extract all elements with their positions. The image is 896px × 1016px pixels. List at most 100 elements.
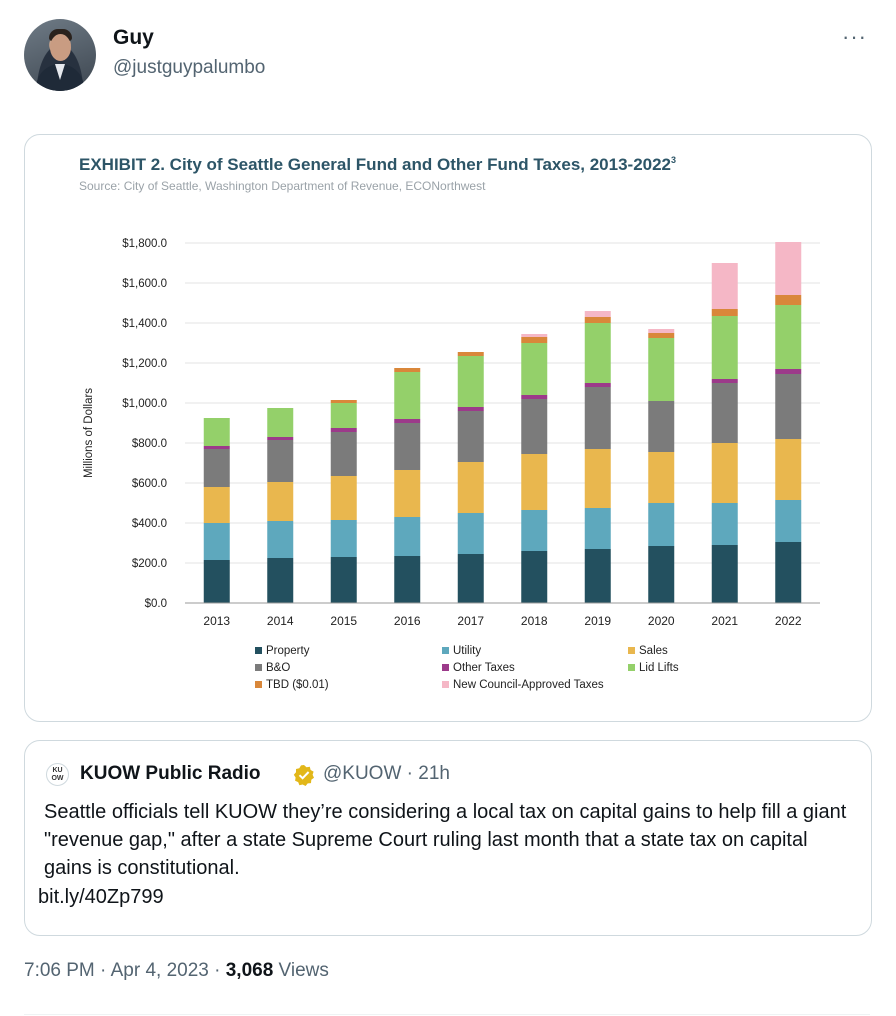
bar-2020-utility xyxy=(648,503,675,546)
bar-2019-tbd-0-01- xyxy=(584,317,611,323)
bar-2019-b-o xyxy=(584,387,611,449)
bar-2022-utility xyxy=(775,500,802,542)
legend-swatch xyxy=(628,664,635,671)
bar-2021-tbd-0-01- xyxy=(711,309,738,316)
bar-2013-other-taxes xyxy=(203,446,230,449)
bar-2017-sales xyxy=(457,462,484,513)
bar-2020-tbd-0-01- xyxy=(648,333,675,338)
bar-2016-sales xyxy=(394,470,421,517)
legend-label: Lid Lifts xyxy=(639,662,679,674)
bar-2021-property xyxy=(711,545,738,603)
y-tick-label: $800.0 xyxy=(132,438,167,450)
legend-swatch xyxy=(442,647,449,654)
tweet-meta: 7:06 PM · Apr 4, 2023 · 3,068 Views xyxy=(24,960,329,982)
y-tick-label: $1,000.0 xyxy=(122,398,167,410)
kuow-logo-icon: KU OW xyxy=(46,763,69,786)
bar-2013-property xyxy=(203,560,230,603)
chart-title: EXHIBIT 2. City of Seattle General Fund … xyxy=(79,155,676,174)
x-tick-label: 2020 xyxy=(648,614,675,628)
author-avatar[interactable] xyxy=(24,19,96,91)
bar-2014-lid-lifts xyxy=(267,408,294,437)
x-tick-label: 2014 xyxy=(267,614,294,628)
x-tick-label: 2017 xyxy=(457,614,484,628)
quoted-tweet-text: Seattle officials tell KUOW they’re cons… xyxy=(44,801,847,879)
bar-2019-sales xyxy=(584,449,611,508)
legend-label: B&O xyxy=(266,662,290,674)
bar-2020-new-council-approved-taxes xyxy=(648,329,675,333)
bar-2019-lid-lifts xyxy=(584,323,611,383)
bar-2014-other-taxes xyxy=(267,437,294,440)
x-tick-label: 2018 xyxy=(521,614,548,628)
bar-2013-sales xyxy=(203,487,230,523)
bar-2014-utility xyxy=(267,521,294,558)
bar-2018-lid-lifts xyxy=(521,343,548,395)
bar-2022-other-taxes xyxy=(775,369,802,374)
bar-2018-sales xyxy=(521,454,548,510)
x-tick-label: 2013 xyxy=(203,614,230,628)
y-tick-label: $200.0 xyxy=(132,558,167,570)
bar-2014-b-o xyxy=(267,440,294,482)
x-tick-label: 2019 xyxy=(584,614,611,628)
bar-2019-property xyxy=(584,549,611,603)
bar-2017-b-o xyxy=(457,411,484,462)
stacked-bar-chart: EXHIBIT 2. City of Seattle General Fund … xyxy=(79,155,820,691)
bar-2020-property xyxy=(648,546,675,603)
legend-label: Other Taxes xyxy=(453,662,515,674)
bar-2015-property xyxy=(330,557,357,603)
bar-2022-lid-lifts xyxy=(775,305,802,369)
more-options-icon[interactable]: ··· xyxy=(842,24,867,49)
bar-2021-utility xyxy=(711,503,738,545)
gold-verified-badge-icon xyxy=(293,765,314,786)
y-tick-label: $1,200.0 xyxy=(122,358,167,370)
chart-title-text: EXHIBIT 2. City of Seattle General Fund … xyxy=(79,155,671,174)
bar-2018-tbd-0-01- xyxy=(521,337,548,343)
bar-2016-tbd-0-01- xyxy=(394,368,421,372)
x-tick-label: 2015 xyxy=(330,614,357,628)
legend-label: Sales xyxy=(639,645,668,657)
bar-2016-other-taxes xyxy=(394,419,421,423)
quoted-author-name[interactable]: KUOW Public Radio xyxy=(80,763,261,784)
tweet-timestamp[interactable]: 7:06 PM · Apr 4, 2023 · xyxy=(24,960,226,981)
bar-2018-new-council-approved-taxes xyxy=(521,334,548,337)
legend-swatch xyxy=(442,664,449,671)
bar-2015-tbd-0-01- xyxy=(330,400,357,403)
tweet-image[interactable]: EXHIBIT 2. City of Seattle General Fund … xyxy=(24,134,872,722)
legend-swatch xyxy=(442,681,449,688)
chart-plot-area: $0.0 $200.0 $400.0 $600.0 $800.0 $1,000.0 $1,2… xyxy=(83,238,820,628)
y-tick-label: $1,800.0 xyxy=(122,238,167,250)
y-tick-label: $1,400.0 xyxy=(122,318,167,330)
avatar-collar xyxy=(55,64,65,80)
legend-swatch xyxy=(255,664,262,671)
bar-2016-property xyxy=(394,556,421,603)
bar-2017-tbd-0-01- xyxy=(457,352,484,356)
bar-2015-other-taxes xyxy=(330,428,357,432)
bar-2014-property xyxy=(267,558,294,603)
bar-2016-utility xyxy=(394,517,421,556)
bar-2017-utility xyxy=(457,513,484,554)
y-axis-label: Millions of Dollars xyxy=(83,388,95,478)
bar-2017-lid-lifts xyxy=(457,356,484,407)
quoted-tweet[interactable]: KU OW KUOW Public Radio @KUOW · 21h Seat… xyxy=(24,740,872,936)
legend-label: Utility xyxy=(453,645,481,657)
quoted-tweet-link[interactable]: bit.ly/40Zp799 xyxy=(38,886,164,908)
bar-2015-lid-lifts xyxy=(330,403,357,428)
bar-2019-utility xyxy=(584,508,611,549)
bar-2018-utility xyxy=(521,510,548,551)
author-handle[interactable]: @justguypalumbo xyxy=(113,57,266,78)
bar-2015-utility xyxy=(330,520,357,557)
bar-2018-b-o xyxy=(521,399,548,454)
y-tick-label: $600.0 xyxy=(132,478,167,490)
bar-2021-other-taxes xyxy=(711,379,738,383)
bar-2021-sales xyxy=(711,443,738,503)
legend-swatch xyxy=(628,647,635,654)
bar-2019-other-taxes xyxy=(584,383,611,387)
author-name[interactable]: Guy xyxy=(113,26,154,49)
bar-2017-property xyxy=(457,554,484,603)
legend-label: Property xyxy=(266,645,310,657)
bar-2022-tbd-0-01- xyxy=(775,295,802,305)
quoted-handle-time[interactable]: @KUOW · 21h xyxy=(323,763,450,784)
bar-2015-b-o xyxy=(330,432,357,476)
x-tick-label: 2022 xyxy=(775,614,802,628)
bar-2017-other-taxes xyxy=(457,407,484,411)
legend-label: TBD ($0.01) xyxy=(266,679,329,691)
